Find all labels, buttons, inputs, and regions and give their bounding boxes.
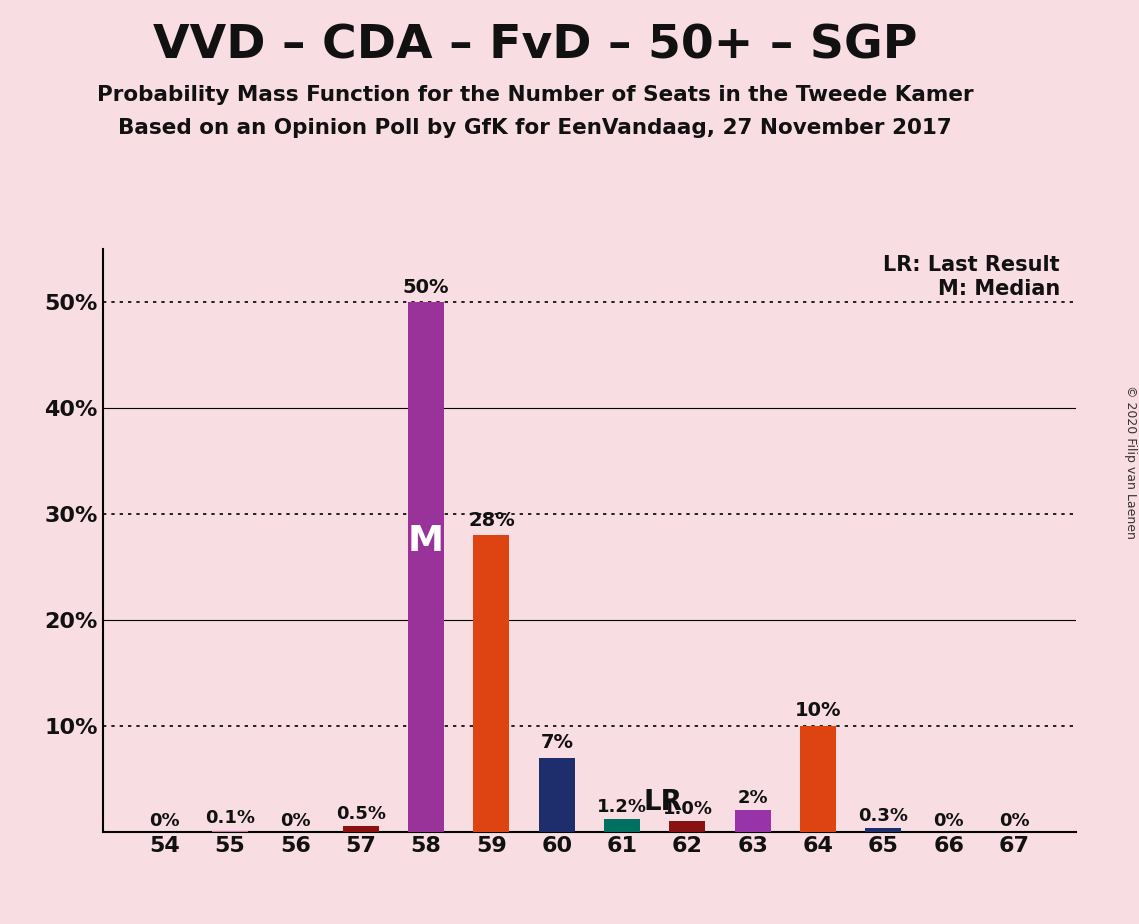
Text: 0%: 0%: [280, 812, 311, 830]
Bar: [474, 535, 509, 832]
Text: M: M: [408, 524, 444, 557]
Bar: [604, 819, 640, 832]
Text: © 2020 Filip van Laenen: © 2020 Filip van Laenen: [1124, 385, 1137, 539]
Bar: [800, 725, 836, 832]
Text: 0%: 0%: [999, 812, 1030, 830]
Text: 1.2%: 1.2%: [597, 797, 647, 816]
Text: 0.3%: 0.3%: [859, 808, 909, 825]
Text: 0.1%: 0.1%: [205, 809, 255, 827]
Text: 1.0%: 1.0%: [663, 800, 712, 818]
Text: LR: Last Result: LR: Last Result: [883, 255, 1060, 274]
Bar: [735, 810, 771, 832]
Bar: [343, 826, 379, 832]
Text: Probability Mass Function for the Number of Seats in the Tweede Kamer: Probability Mass Function for the Number…: [97, 85, 974, 105]
Bar: [866, 829, 901, 832]
Text: Based on an Opinion Poll by GfK for EenVandaag, 27 November 2017: Based on an Opinion Poll by GfK for EenV…: [118, 118, 952, 139]
Text: M: Median: M: Median: [937, 279, 1060, 299]
Text: 2%: 2%: [737, 789, 768, 808]
Text: 0.5%: 0.5%: [336, 805, 386, 823]
Text: 7%: 7%: [540, 734, 573, 752]
Text: VVD – CDA – FvD – 50+ – SGP: VVD – CDA – FvD – 50+ – SGP: [153, 23, 918, 68]
Text: 50%: 50%: [403, 278, 450, 298]
Bar: [670, 821, 705, 832]
Bar: [408, 302, 444, 832]
Text: LR: LR: [644, 788, 682, 816]
Text: 0%: 0%: [149, 812, 180, 830]
Bar: [539, 758, 575, 832]
Text: 0%: 0%: [934, 812, 964, 830]
Text: 10%: 10%: [795, 701, 842, 721]
Bar: [212, 831, 248, 832]
Text: 28%: 28%: [468, 511, 515, 530]
